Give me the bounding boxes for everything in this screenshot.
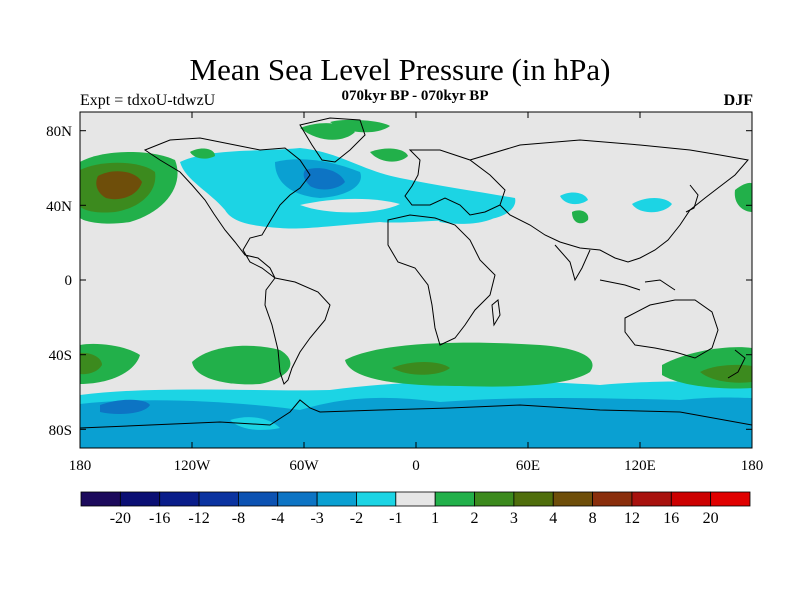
lat-axis: 80N 40N 0 40S 80S (46, 124, 752, 439)
colorbar-swatch (159, 491, 200, 507)
high-dateline-south (80, 343, 140, 384)
coast-antarctica (80, 399, 752, 429)
low-east-asia (632, 198, 672, 213)
colorbar-swatch (119, 491, 161, 507)
colorbar-label: 1 (431, 510, 439, 527)
lat-tick-label: 0 (65, 273, 73, 289)
pressure-field (80, 119, 752, 448)
page-title: Mean Sea Level Pressure (in hPa) (189, 52, 611, 87)
colorbar-label: 4 (549, 510, 557, 527)
lon-tick-label: 120E (624, 458, 656, 474)
colorbar-swatch (316, 491, 357, 507)
high-alaska (190, 148, 215, 159)
high-asia-small (572, 210, 589, 224)
n-atlantic-low-core (303, 168, 345, 190)
lat-tick-label: 40S (49, 348, 72, 364)
high-south-atlantic-indian (345, 342, 593, 387)
colorbar-label: 8 (589, 510, 597, 527)
lon-tick-label: 60E (516, 458, 540, 474)
coast-australia (624, 299, 719, 359)
high-north-atlantic (370, 148, 408, 162)
high-arctic (330, 119, 390, 133)
coast-greenland (299, 117, 366, 163)
coastlines (80, 117, 752, 429)
colorbar-swatch (474, 491, 515, 507)
lon-tick-label: 0 (412, 458, 420, 474)
colorbar-swatch (592, 491, 633, 507)
lat-tick-label: 40N (46, 199, 72, 215)
colorbar-swatch (670, 491, 712, 507)
lon-axis: 180 120W 60W 0 60E 120E 180 (69, 112, 764, 474)
experiment-label: Expt = tdxoU-tdwzU (80, 92, 216, 109)
low-mediterranean (430, 206, 500, 224)
colorbar-label: 2 (471, 510, 479, 527)
colorbar-label: -4 (271, 510, 284, 527)
colorbar-label: -3 (310, 510, 323, 527)
n-atlantic-low-gap (300, 198, 400, 213)
colorbar-swatch (238, 491, 279, 507)
coast-india (554, 244, 591, 282)
lat-tick-label: 80S (49, 423, 72, 439)
coast-south-america (264, 277, 331, 385)
coast-new-zealand (727, 349, 746, 379)
antarctic-coast-cyan (230, 417, 280, 430)
colorbar-swatch (395, 491, 436, 507)
lon-tick-label: 180 (741, 458, 764, 474)
colorbar: -20 -16 -12 -8 -4 -3 -2 -1 1 2 3 4 8 12 16 20 (80, 491, 751, 527)
coast-north-america (143, 137, 311, 279)
colorbar-label: 20 (703, 510, 719, 527)
colorbar-swatch (552, 491, 593, 507)
colorbar-swatch (434, 491, 475, 507)
high-south-pacific-east (192, 345, 291, 385)
lon-tick-label: 60W (289, 458, 319, 474)
southern-ocean-band (80, 397, 752, 448)
coast-africa (387, 214, 496, 346)
southern-ocean-deep (100, 399, 150, 414)
coast-asia (469, 139, 749, 263)
colorbar-label: -20 (110, 510, 131, 527)
colorbar-label: -1 (389, 510, 402, 527)
lon-tick-label: 180 (69, 458, 92, 474)
season-label: DJF (723, 92, 753, 109)
coast-madagascar (491, 299, 501, 327)
colorbar-label: -2 (350, 510, 363, 527)
colorbar-swatch (710, 491, 751, 507)
colorbar-label: 3 (510, 510, 518, 527)
colorbar-swatch (513, 491, 554, 507)
lon-tick-label: 120W (174, 458, 212, 474)
colorbar-label: -12 (188, 510, 209, 527)
colorbar-swatch (198, 491, 239, 507)
high-dateline-south-core (80, 352, 102, 375)
subtitle: 070kyr BP - 070kyr BP (341, 88, 489, 104)
high-south-indian-core (392, 362, 450, 375)
colorbar-label: -8 (232, 510, 245, 527)
coast-japan (685, 184, 699, 213)
colorbar-swatch (356, 491, 397, 507)
aleutian-high-core (96, 171, 142, 200)
lat-tick-label: 80N (46, 124, 72, 140)
coast-europe (404, 149, 506, 216)
high-west-pacific (734, 182, 752, 212)
colorbar-swatch (80, 491, 121, 507)
coast-indonesia (599, 279, 676, 291)
low-central-asia (560, 192, 588, 205)
colorbar-swatch (277, 491, 318, 507)
colorbar-label: 16 (663, 510, 679, 527)
colorbar-label: 12 (624, 510, 640, 527)
colorbar-label: -16 (149, 510, 170, 527)
colorbar-swatch (631, 491, 672, 507)
